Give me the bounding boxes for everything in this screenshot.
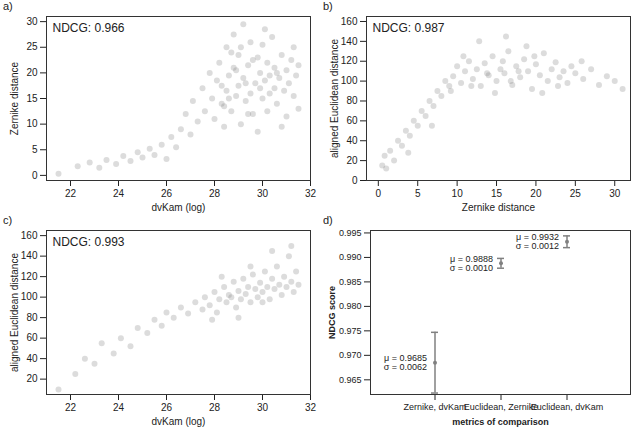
svg-text:0.985: 0.985 <box>339 277 362 287</box>
svg-text:20: 20 <box>26 373 38 384</box>
svg-text:24: 24 <box>113 188 125 199</box>
svg-text:26: 26 <box>161 188 173 199</box>
svg-text:10: 10 <box>26 118 38 129</box>
svg-text:20: 20 <box>530 188 542 199</box>
svg-text:32: 32 <box>305 402 317 413</box>
svg-text:0.975: 0.975 <box>339 326 362 336</box>
svg-text:metrics of comparison: metrics of comparison <box>452 417 549 427</box>
svg-text:Euclidean, Zernike: Euclidean, Zernike <box>464 402 539 412</box>
svg-text:15: 15 <box>491 188 503 199</box>
svg-text:0.980: 0.980 <box>339 301 362 311</box>
svg-text:30: 30 <box>26 16 38 27</box>
svg-text:30: 30 <box>257 402 269 413</box>
svg-text:Zernike distance: Zernike distance <box>462 202 536 213</box>
svg-text:NDCG score: NDCG score <box>327 286 337 339</box>
svg-text:5: 5 <box>32 144 38 155</box>
svg-text:24: 24 <box>113 402 125 413</box>
svg-text:30: 30 <box>257 188 269 199</box>
svg-text:20: 20 <box>346 155 358 166</box>
svg-text:160: 160 <box>341 16 358 27</box>
svg-text:28: 28 <box>209 188 221 199</box>
svg-text:32: 32 <box>305 188 317 199</box>
svg-text:0.990: 0.990 <box>339 252 362 262</box>
svg-text:0: 0 <box>352 175 358 186</box>
svg-text:140: 140 <box>21 250 38 261</box>
svg-text:dvKam (log): dvKam (log) <box>152 202 206 213</box>
svg-text:80: 80 <box>26 312 38 323</box>
html-text:c): c) <box>3 214 13 226</box>
svg-text:22: 22 <box>65 188 77 199</box>
svg-text:aligned Euclidean distance: aligned Euclidean distance <box>9 253 20 372</box>
svg-text:NDCG: 0.993: NDCG: 0.993 <box>53 235 125 249</box>
svg-text:26: 26 <box>161 402 173 413</box>
svg-text:80: 80 <box>346 95 358 106</box>
html-text:b): b) <box>323 0 333 12</box>
svg-text:28: 28 <box>209 402 221 413</box>
svg-text:μ = 0.9888σ = 0.0010: μ = 0.9888σ = 0.0010 <box>450 254 493 273</box>
svg-text:120: 120 <box>21 271 38 282</box>
svg-text:15: 15 <box>26 93 38 104</box>
svg-text:100: 100 <box>21 291 38 302</box>
svg-text:20: 20 <box>26 67 38 78</box>
svg-text:0.970: 0.970 <box>339 350 362 360</box>
svg-text:0: 0 <box>376 188 382 199</box>
svg-text:10: 10 <box>452 188 464 199</box>
svg-text:100: 100 <box>341 75 358 86</box>
svg-text:60: 60 <box>26 332 38 343</box>
html-text:d): d) <box>323 214 333 226</box>
svg-text:NDCG: 0.966: NDCG: 0.966 <box>53 21 125 35</box>
svg-text:25: 25 <box>26 41 38 52</box>
svg-text:120: 120 <box>341 55 358 66</box>
svg-text:40: 40 <box>346 135 358 146</box>
svg-text:aligned Euclidean distance: aligned Euclidean distance <box>329 39 340 158</box>
svg-text:25: 25 <box>570 188 582 199</box>
svg-text:μ = 0.9932σ = 0.0012: μ = 0.9932σ = 0.0012 <box>516 232 559 251</box>
svg-text:40: 40 <box>26 353 38 364</box>
svg-text:30: 30 <box>609 188 621 199</box>
svg-text:0.965: 0.965 <box>339 375 362 385</box>
svg-text:Zernike, dvKam: Zernike, dvKam <box>403 402 466 412</box>
svg-text:22: 22 <box>65 402 77 413</box>
svg-text:160: 160 <box>21 230 38 241</box>
svg-text:Zernike distance: Zernike distance <box>9 61 20 135</box>
svg-text:0.995: 0.995 <box>339 228 362 238</box>
html-text:a): a) <box>3 0 13 12</box>
svg-text:dvKam (log): dvKam (log) <box>152 416 206 427</box>
svg-text:0: 0 <box>32 170 38 181</box>
svg-text:Euclidean, dvKam: Euclidean, dvKam <box>531 402 604 412</box>
svg-text:5: 5 <box>415 188 421 199</box>
svg-text:NDCG: 0.987: NDCG: 0.987 <box>373 21 445 35</box>
svg-text:μ = 0.9685σ = 0.0062: μ = 0.9685σ = 0.0062 <box>384 353 427 372</box>
svg-text:140: 140 <box>341 36 358 47</box>
svg-text:60: 60 <box>346 115 358 126</box>
